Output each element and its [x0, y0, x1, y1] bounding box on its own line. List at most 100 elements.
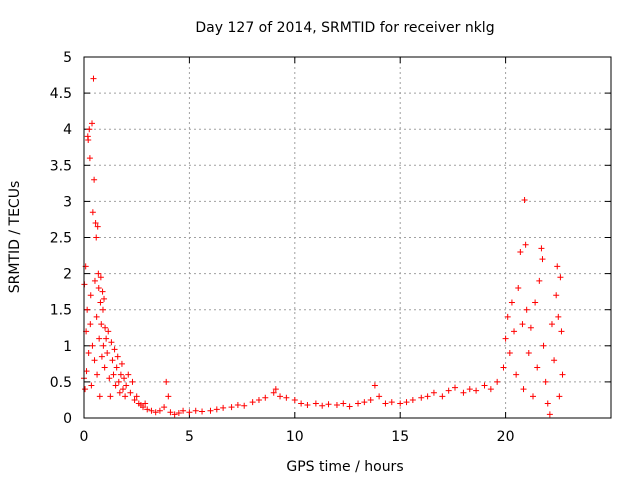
y-tick-label: 1.5 [50, 303, 72, 319]
data-points [81, 75, 566, 418]
x-tick-label: 0 [80, 429, 89, 445]
data-point [85, 137, 92, 144]
data-point [112, 382, 119, 389]
data-point [522, 241, 529, 248]
data-point [96, 393, 103, 400]
data-point [500, 364, 507, 371]
axis-ticks [83, 56, 611, 419]
data-point [83, 368, 90, 375]
data-point [367, 396, 374, 403]
data-point [557, 274, 564, 281]
data-point [213, 406, 220, 413]
data-point [101, 364, 108, 371]
data-point [98, 353, 105, 360]
data-point [523, 306, 530, 313]
data-point [115, 378, 122, 385]
data-point [99, 288, 106, 295]
data-point [382, 400, 389, 407]
data-point [403, 399, 410, 406]
data-point [148, 407, 155, 414]
data-point [548, 321, 555, 328]
data-point [87, 321, 94, 328]
plot-frame [83, 56, 612, 419]
data-point [519, 321, 526, 328]
data-point [520, 386, 527, 393]
data-point [94, 223, 101, 230]
y-tick-label: 4 [63, 122, 72, 138]
data-point [539, 256, 546, 263]
data-point [554, 263, 561, 270]
data-point [119, 386, 126, 393]
data-point [319, 402, 326, 409]
data-point [506, 350, 513, 357]
data-point [144, 406, 151, 413]
data-point [283, 394, 290, 401]
data-point [85, 350, 92, 357]
data-point [101, 295, 108, 302]
data-point [388, 399, 395, 406]
data-point [82, 386, 89, 393]
data-point [494, 378, 501, 385]
data-point [89, 342, 96, 349]
data-point [108, 339, 115, 346]
data-point [558, 328, 565, 335]
data-point [89, 209, 96, 216]
data-point [298, 400, 305, 407]
data-point [544, 400, 551, 407]
data-point [91, 176, 98, 183]
data-point [90, 75, 97, 82]
data-point [106, 375, 113, 382]
data-point [96, 335, 103, 342]
data-point [165, 393, 172, 400]
data-point [180, 407, 187, 414]
x-tick-label: 20 [497, 429, 515, 445]
data-point [346, 403, 353, 410]
data-point [542, 378, 549, 385]
data-point [97, 299, 104, 306]
data-point [133, 393, 140, 400]
data-point [107, 393, 114, 400]
data-point [111, 346, 118, 353]
data-point [91, 277, 98, 284]
data-point [551, 357, 558, 364]
data-point [333, 402, 340, 409]
data-point [199, 408, 206, 415]
data-point [445, 387, 452, 394]
y-axis-label: SRMTID / TECUs [7, 181, 23, 294]
data-point [376, 393, 383, 400]
data-point [515, 285, 522, 292]
data-point [167, 409, 174, 416]
data-point [109, 357, 116, 364]
data-point [540, 342, 547, 349]
data-point [89, 120, 96, 127]
data-point [502, 335, 509, 342]
x-tick-labels: 0 5 10 15 20 [80, 429, 515, 445]
data-point [439, 393, 446, 400]
y-tick-label: 0 [63, 411, 72, 427]
data-point [397, 400, 404, 407]
data-point [117, 371, 124, 378]
data-point [553, 292, 560, 299]
data-point [241, 402, 248, 409]
data-point [91, 357, 98, 364]
data-point [123, 382, 130, 389]
data-point [125, 371, 132, 378]
data-point [84, 306, 91, 313]
data-point [100, 342, 107, 349]
data-point [93, 234, 100, 241]
data-point [525, 350, 532, 357]
data-point [255, 396, 262, 403]
data-point [92, 220, 99, 227]
data-point [131, 396, 138, 403]
data-point [538, 245, 545, 252]
data-point [466, 386, 473, 393]
y-tick-label: 2 [63, 267, 72, 283]
data-point [371, 382, 378, 389]
data-point [532, 299, 539, 306]
data-point [95, 285, 102, 292]
data-point [87, 292, 94, 299]
y-tick-labels: 0 0.5 1 1.5 2 2.5 3 3.5 4 4.5 5 [50, 50, 72, 427]
data-point [511, 328, 518, 335]
data-point [122, 393, 129, 400]
